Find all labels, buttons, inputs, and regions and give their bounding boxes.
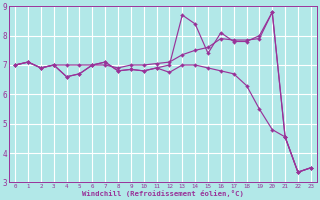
X-axis label: Windchill (Refroidissement éolien,°C): Windchill (Refroidissement éolien,°C) (82, 190, 244, 197)
